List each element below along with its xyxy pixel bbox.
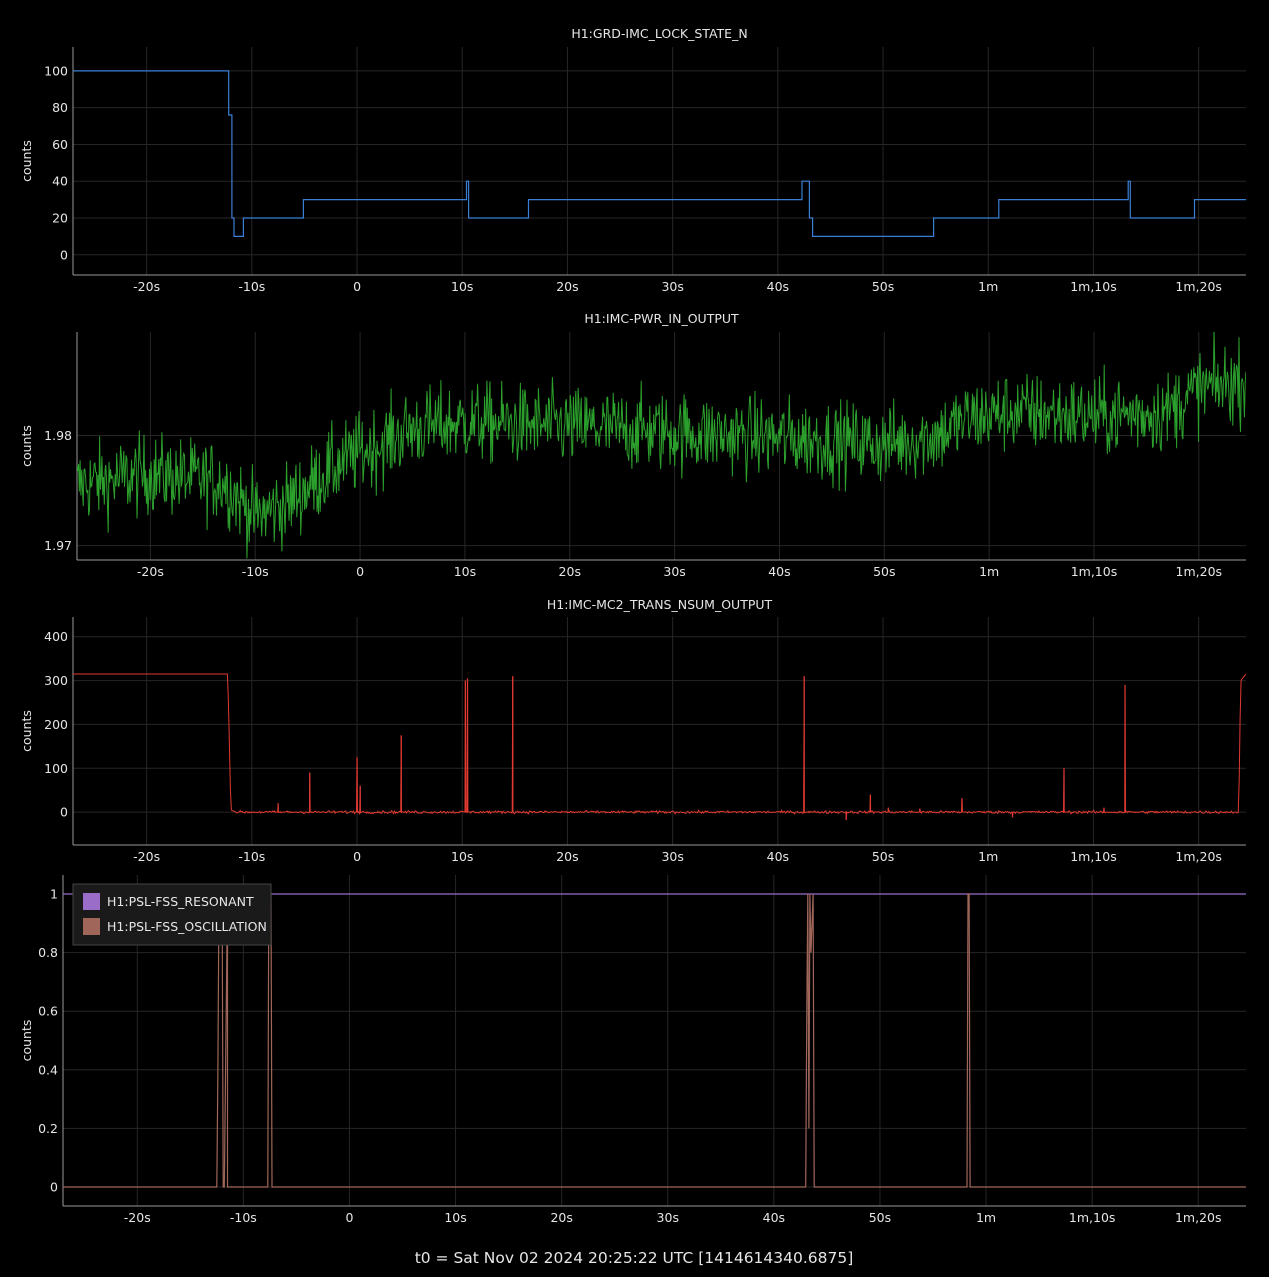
x-tick-label: -20s [133, 279, 160, 294]
y-tick-label: 40 [52, 174, 68, 189]
x-tick-label: 10s [451, 279, 473, 294]
x-tick-label: -20s [133, 849, 160, 864]
y-axis-label: counts [19, 1020, 34, 1062]
y-tick-label: 1.98 [44, 428, 72, 443]
x-tick-label: 1m,20s [1175, 279, 1222, 294]
plot-title: H1:IMC-MC2_TRANS_NSUM_OUTPUT [547, 597, 773, 612]
y-tick-label: 0 [60, 247, 68, 262]
y-tick-label: 0 [60, 805, 68, 820]
x-tick-label: 30s [663, 564, 685, 579]
x-tick-label: 30s [661, 279, 683, 294]
x-tick-label: 0 [353, 279, 361, 294]
series-line [73, 70, 1246, 237]
x-tick-label: 20s [556, 279, 578, 294]
data-area [73, 673, 1246, 821]
y-tick-label: 0.4 [38, 1062, 58, 1077]
x-tick-label: 10s [451, 849, 473, 864]
x-tick-label: 50s [869, 1210, 891, 1225]
plot-title: H1:IMC-PWR_IN_OUTPUT [584, 311, 739, 326]
fss-plot: -20s -10s 0 10s 20s 30s 40s 50s 1m 1m,10s 1m,20s 0 0… [19, 875, 1246, 1225]
x-tick-label: 1m,20s [1176, 564, 1223, 579]
x-tick-label: 40s [768, 564, 790, 579]
y-axis-label: counts [19, 140, 34, 182]
x-tick-label: -10s [238, 279, 265, 294]
x-tick-label: 1m,20s [1175, 849, 1222, 864]
x-tick-label: 50s [872, 849, 894, 864]
y-tick-label: 100 [44, 63, 68, 78]
y-tick-label: 20 [52, 211, 68, 226]
y-tick-label: 1.97 [44, 538, 72, 553]
pwr-in-plot: -20s -10s 0 10s 20s 30s 40s 50s 1m 1m,10s 1m,20s 1.… [19, 311, 1246, 579]
x-tick-label: 40s [767, 849, 789, 864]
y-tick-label: 300 [44, 673, 68, 688]
x-tick-label: 10s [454, 564, 476, 579]
legend-box [72, 883, 272, 946]
y-tick-label: 0.8 [38, 945, 58, 960]
x-tick-label: 0 [356, 564, 364, 579]
y-tick-label: 0.2 [38, 1121, 58, 1136]
x-tick-label: -20s [124, 1210, 151, 1225]
y-axis-label: counts [19, 710, 34, 752]
x-tick-label: 40s [767, 279, 789, 294]
legend-entry: H1:PSL-FSS_RESONANT [107, 894, 254, 909]
legend-swatch [83, 893, 100, 910]
x-tick-label: 1m [978, 849, 998, 864]
y-tick-label: 1 [50, 887, 58, 902]
data-area [73, 70, 1246, 237]
y-tick-label: 60 [52, 137, 68, 152]
x-tick-label: 20s [550, 1210, 572, 1225]
x-tick-label: 30s [657, 1210, 679, 1225]
y-tick-label: 400 [44, 629, 68, 644]
x-tick-label: 1m,10s [1070, 279, 1117, 294]
x-tick-label: 1m,10s [1071, 564, 1118, 579]
lock-state-plot: -20s -10s 0 10s 20s 30s 40s 50s 1m 1m,10s 1m,20s 0 2… [19, 26, 1246, 294]
t0-footer: t0 = Sat Nov 02 2024 20:25:22 UTC [14146… [415, 1249, 854, 1267]
x-tick-label: 0 [345, 1210, 353, 1225]
x-tick-label: 50s [873, 564, 895, 579]
x-tick-label: 1m,10s [1069, 1210, 1116, 1225]
x-tick-label: 50s [872, 279, 894, 294]
plot-title: H1:GRD-IMC_LOCK_STATE_N [571, 26, 747, 41]
x-tick-label: 1m,20s [1175, 1210, 1222, 1225]
x-tick-label: 20s [556, 849, 578, 864]
x-tick-label: 1m [976, 1210, 996, 1225]
y-tick-label: 0 [50, 1179, 58, 1194]
x-tick-label: 1m [979, 564, 999, 579]
y-tick-label: 0.6 [38, 1004, 58, 1019]
y-tick-label: 80 [52, 100, 68, 115]
legend: H1:PSL-FSS_RESONANT H1:PSL-FSS_OSCILLATIO… [72, 883, 272, 946]
x-tick-label: 1m,10s [1070, 849, 1117, 864]
legend-swatch [83, 918, 100, 935]
y-tick-label: 100 [44, 761, 68, 776]
legend-entry: H1:PSL-FSS_OSCILLATION [107, 919, 267, 934]
x-tick-label: 1m [978, 279, 998, 294]
mc2-trans-plot: -20s -10s 0 10s 20s 30s 40s 50s 1m 1m,10s 1m,20s 0 1… [19, 597, 1246, 864]
x-tick-label: -20s [137, 564, 164, 579]
x-tick-label: -10s [242, 564, 269, 579]
x-tick-label: 10s [444, 1210, 466, 1225]
x-tick-label: 30s [661, 849, 683, 864]
x-tick-label: 20s [559, 564, 581, 579]
y-axis-label: counts [19, 425, 34, 467]
data-area [77, 332, 1246, 559]
pwr-in-series-line [77, 332, 1246, 559]
mc2-trans-series-line [73, 673, 1246, 821]
x-tick-label: 0 [353, 849, 361, 864]
x-tick-label: 40s [763, 1210, 785, 1225]
x-tick-label: -10s [230, 1210, 257, 1225]
x-tick-label: -10s [238, 849, 265, 864]
y-tick-label: 200 [44, 717, 68, 732]
